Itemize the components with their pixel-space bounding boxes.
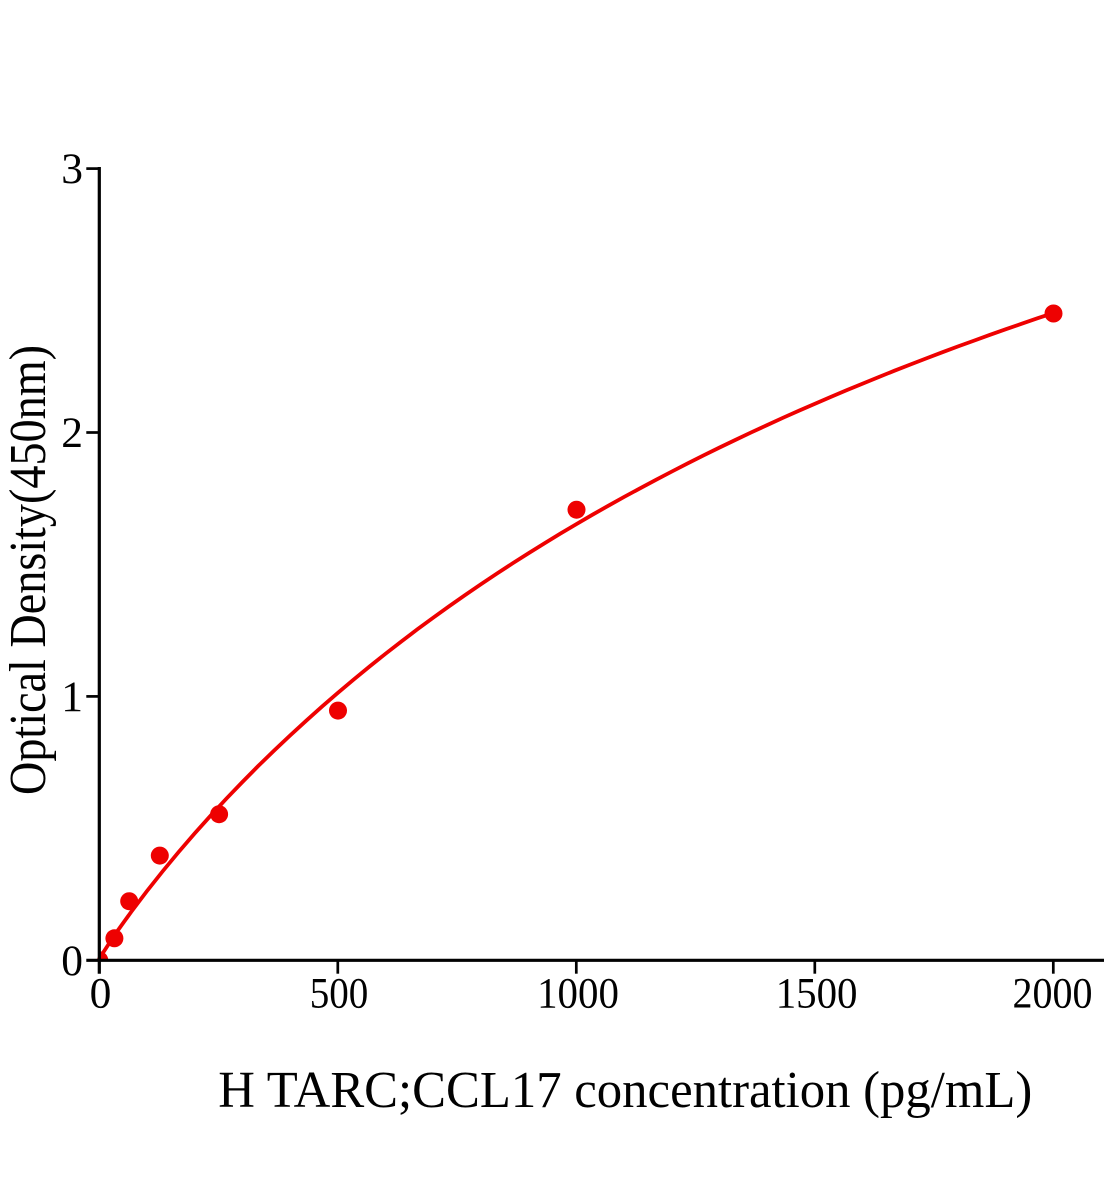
svg-text:1500: 1500 xyxy=(776,970,858,1018)
svg-text:0: 0 xyxy=(90,970,112,1018)
svg-text:2: 2 xyxy=(61,409,83,457)
svg-text:500: 500 xyxy=(310,970,369,1018)
svg-text:H TARC;CCL17 concentration (pg: H TARC;CCL17 concentration (pg/mL) xyxy=(218,1062,1032,1119)
svg-text:1000: 1000 xyxy=(537,970,619,1018)
svg-text:1: 1 xyxy=(61,673,83,721)
svg-text:2000: 2000 xyxy=(1013,970,1093,1018)
svg-text:Optical Density(450nm): Optical Density(450nm) xyxy=(0,345,57,795)
svg-text:3: 3 xyxy=(61,145,83,193)
svg-text:0: 0 xyxy=(61,937,83,985)
